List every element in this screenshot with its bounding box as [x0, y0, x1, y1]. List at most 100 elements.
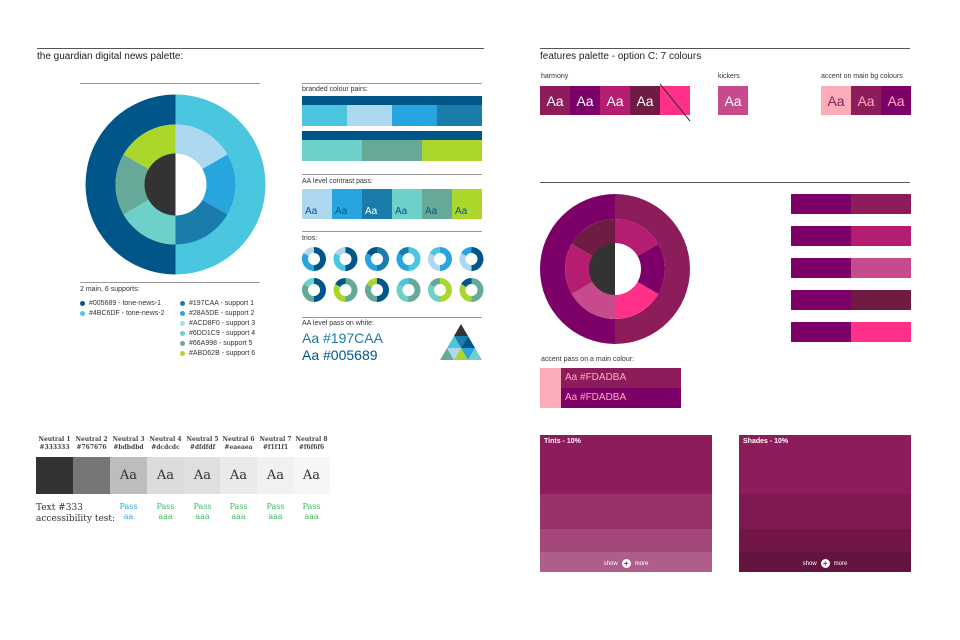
neutral-head-8: Neutral 8 #f6f6f6 [295, 436, 328, 451]
accent-swatch-2: Aa [851, 86, 881, 115]
ring-mid-66a998 [115, 154, 150, 215]
shades-panel: Shades - 10% show + more [739, 435, 911, 572]
legend-dot [180, 300, 185, 306]
neutral-swatch-2 [73, 457, 110, 494]
trio-segment [459, 284, 472, 302]
neutral-head-5: Neutral 5 #dfdfdf [186, 436, 219, 451]
left-title: the guardian digital news palette: [37, 51, 184, 62]
neutral-head-7: Neutral 7 #f1f1f1 [259, 436, 292, 451]
neutral-swatch-7: Aa [257, 457, 294, 494]
neutral-caption-2: accessibility test: [36, 514, 116, 524]
trio-segment [335, 247, 346, 256]
trio-segment [335, 278, 346, 287]
white-pass-rule [302, 317, 482, 318]
feature-pair-swatch [791, 194, 851, 214]
white-pass-197caa: Aa #197CAA [302, 330, 383, 346]
legend-item-support-1: #197CAA - support 1 [180, 298, 255, 308]
tint-band [540, 435, 712, 494]
neutral-swatch-8: Aa [293, 457, 330, 494]
legend-dot [180, 340, 185, 346]
ring-mid-acd8f0 [175, 124, 228, 170]
legend-item-support-6: #ABD62B - support 6 [180, 348, 255, 358]
feature-pair-swatch [791, 290, 851, 310]
neutral-head-4: Neutral 4 #dcdcdc [149, 436, 182, 451]
centre-dark-half [144, 153, 176, 216]
legend-dot [180, 320, 185, 326]
trio-icon [333, 247, 358, 271]
trio-icon [365, 278, 389, 302]
legend-item-main-1: #005689 - tone-news-1 [80, 298, 164, 308]
harmony-label: harmony [541, 73, 569, 80]
ring-outer-8c1d5a [615, 194, 690, 344]
pass-result-6: Pass aaa [229, 502, 248, 521]
accent-label: accent on main bg colours [821, 73, 903, 80]
legend-dot [180, 350, 185, 356]
accent-swatch-3: Aa [881, 86, 911, 115]
trio-icon [333, 278, 358, 302]
shades-show-more[interactable]: show + more [802, 559, 848, 568]
pair-swatch [437, 105, 482, 126]
trio-segment [366, 247, 377, 256]
ring-outer-tone-news-1 [85, 94, 176, 275]
ring-mid-abd62b [123, 124, 176, 170]
trio-segment [398, 247, 409, 256]
neutral-swatch-4: Aa [147, 457, 184, 494]
legend-item-main-2: #4BC6DF - tone-news-2 [80, 308, 164, 318]
pair-swatch [302, 105, 347, 126]
trio-segment [345, 278, 358, 302]
legend-dot [180, 310, 185, 316]
feature-pair-swatch [791, 226, 851, 246]
trio-segment [461, 247, 472, 256]
shades-label: Shades - 10% [743, 438, 789, 445]
harmony-swatch-2: Aa [570, 86, 600, 115]
pass-result-8: Pass aaa [302, 502, 321, 521]
accent-pass-row-2: Aa #FDADBA [561, 388, 681, 408]
trio-segment [333, 284, 346, 302]
trio-segment [345, 247, 358, 271]
neutral-head-6: Neutral 6 #eaeaea [222, 436, 255, 451]
colour-pairs-row-1 [302, 96, 482, 126]
neutral-swatch-6: Aa [220, 457, 257, 494]
contrast-label: AA level contrast pass: [302, 178, 373, 185]
accent-pass-row-1: Aa #FDADBA [561, 368, 681, 388]
pair-swatch [392, 105, 437, 126]
centre-dark-half [589, 243, 615, 295]
legend-col-main: #005689 - tone-news-1 #4BC6DF - tone-new… [80, 298, 164, 318]
legend-dot [180, 330, 185, 336]
kickers-label: kickers [718, 73, 740, 80]
pairs-label: branded colour pairs: [302, 86, 368, 93]
ring-mid-28a5de [201, 154, 236, 215]
harmony-swatch-3: Aa [600, 86, 630, 115]
legend-dot [80, 300, 85, 306]
trio-segment [302, 284, 314, 302]
contrast-swatch: Aa [302, 189, 332, 219]
tints-show-more[interactable]: show + more [603, 559, 649, 568]
trio-icon [459, 278, 484, 302]
trio-segment [459, 253, 472, 271]
contrast-swatch: Aa [362, 189, 392, 219]
trio-segment [314, 278, 326, 302]
trio-segment [396, 253, 409, 271]
legend-item-support-3: #ACD8F0 - support 3 [180, 318, 255, 328]
ring-mid-ff3087 [615, 281, 659, 319]
pair-swatch [392, 96, 437, 105]
trio-icon [365, 247, 389, 271]
trio-segment [303, 278, 314, 287]
trio-segment [302, 253, 314, 271]
accent-swatch-1: Aa [821, 86, 851, 115]
neutral-caption-1: Text #333 [36, 503, 83, 513]
left-title-rule [37, 48, 484, 49]
trio-icon [459, 247, 484, 271]
trio-segment [461, 278, 472, 287]
trios-label: trios: [302, 235, 318, 242]
feature-pair-swatch [851, 290, 911, 310]
contrast-swatch: Aa [392, 189, 422, 219]
trio-icon [302, 278, 326, 302]
plus-icon: + [820, 559, 830, 568]
centre-white-half [615, 243, 641, 295]
feature-pairs [791, 194, 911, 344]
trios-grid [302, 247, 484, 302]
trio-segment [429, 278, 440, 287]
accent-pass-pink-block [540, 368, 561, 408]
tint-band [540, 494, 712, 529]
